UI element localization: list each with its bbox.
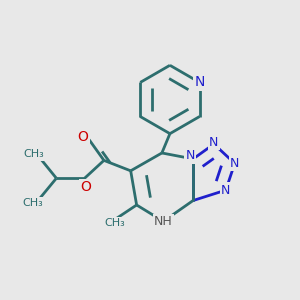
Text: N: N	[209, 136, 219, 149]
Text: N: N	[185, 149, 195, 162]
Text: O: O	[78, 130, 88, 144]
Text: CH₃: CH₃	[22, 199, 43, 208]
Text: N: N	[230, 157, 239, 170]
Text: CH₃: CH₃	[104, 218, 125, 228]
Text: N: N	[194, 75, 205, 89]
Text: CH₃: CH₃	[24, 149, 44, 160]
Text: NH: NH	[154, 215, 173, 228]
Text: O: O	[81, 180, 92, 194]
Text: N: N	[221, 184, 230, 196]
